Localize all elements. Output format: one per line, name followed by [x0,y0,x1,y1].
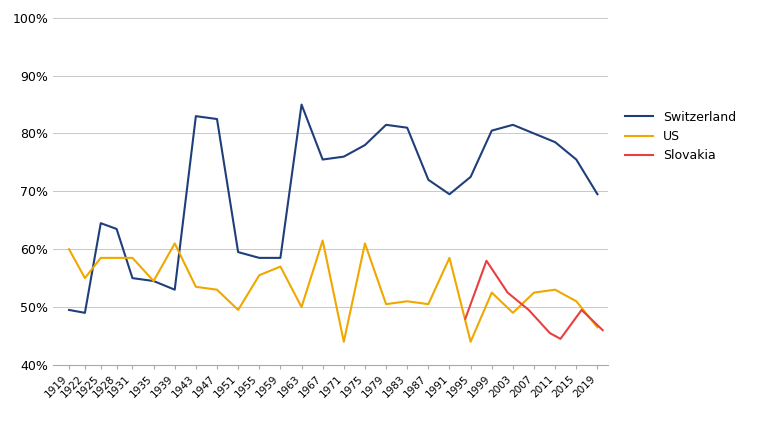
US [213,287,222,292]
US [445,255,454,260]
Switzerland [593,191,602,197]
US [593,325,602,330]
Switzerland [81,310,90,316]
US [508,310,518,316]
US [297,304,306,310]
US [382,302,391,307]
Line: Switzerland: Switzerland [69,105,597,313]
Slovakia [524,307,534,312]
US [466,339,475,344]
Line: Slovakia: Slovakia [465,261,603,339]
Slovakia [482,258,491,263]
Switzerland [445,191,454,197]
US [65,247,74,252]
Switzerland [530,131,539,136]
Slovakia [556,336,565,342]
Slovakia [577,307,586,312]
US [97,255,106,260]
US [276,264,285,269]
Switzerland [318,157,328,162]
Slovakia [598,328,607,333]
US [530,290,539,295]
US [403,299,412,304]
US [318,238,328,243]
Switzerland [149,279,158,284]
Switzerland [382,122,391,127]
Switzerland [170,287,179,292]
US [360,241,369,246]
US [170,241,179,246]
Switzerland [508,122,518,127]
US [339,339,348,344]
Switzerland [487,128,496,134]
Switzerland [466,174,475,179]
Switzerland [192,113,201,119]
Switzerland [276,255,285,260]
Legend: Switzerland, US, Slovakia: Switzerland, US, Slovakia [625,111,736,162]
Slovakia [503,290,512,295]
Switzerland [233,249,242,255]
Switzerland [403,125,412,130]
Switzerland [360,142,369,148]
US [233,307,242,312]
US [487,290,496,295]
US [255,272,264,278]
US [424,302,433,307]
US [81,275,90,281]
US [112,255,121,260]
Switzerland [297,102,306,107]
Switzerland [550,140,559,145]
Switzerland [112,226,121,231]
Switzerland [255,255,264,260]
US [128,255,137,260]
US [572,299,581,304]
US [149,279,158,284]
Slovakia [546,330,555,336]
Slovakia [461,316,470,321]
Switzerland [97,221,106,226]
Switzerland [128,275,137,281]
Switzerland [213,116,222,121]
Line: US: US [69,240,597,342]
Switzerland [339,154,348,159]
Switzerland [424,177,433,182]
US [550,287,559,292]
US [192,284,201,289]
Switzerland [572,157,581,162]
Switzerland [65,307,74,312]
